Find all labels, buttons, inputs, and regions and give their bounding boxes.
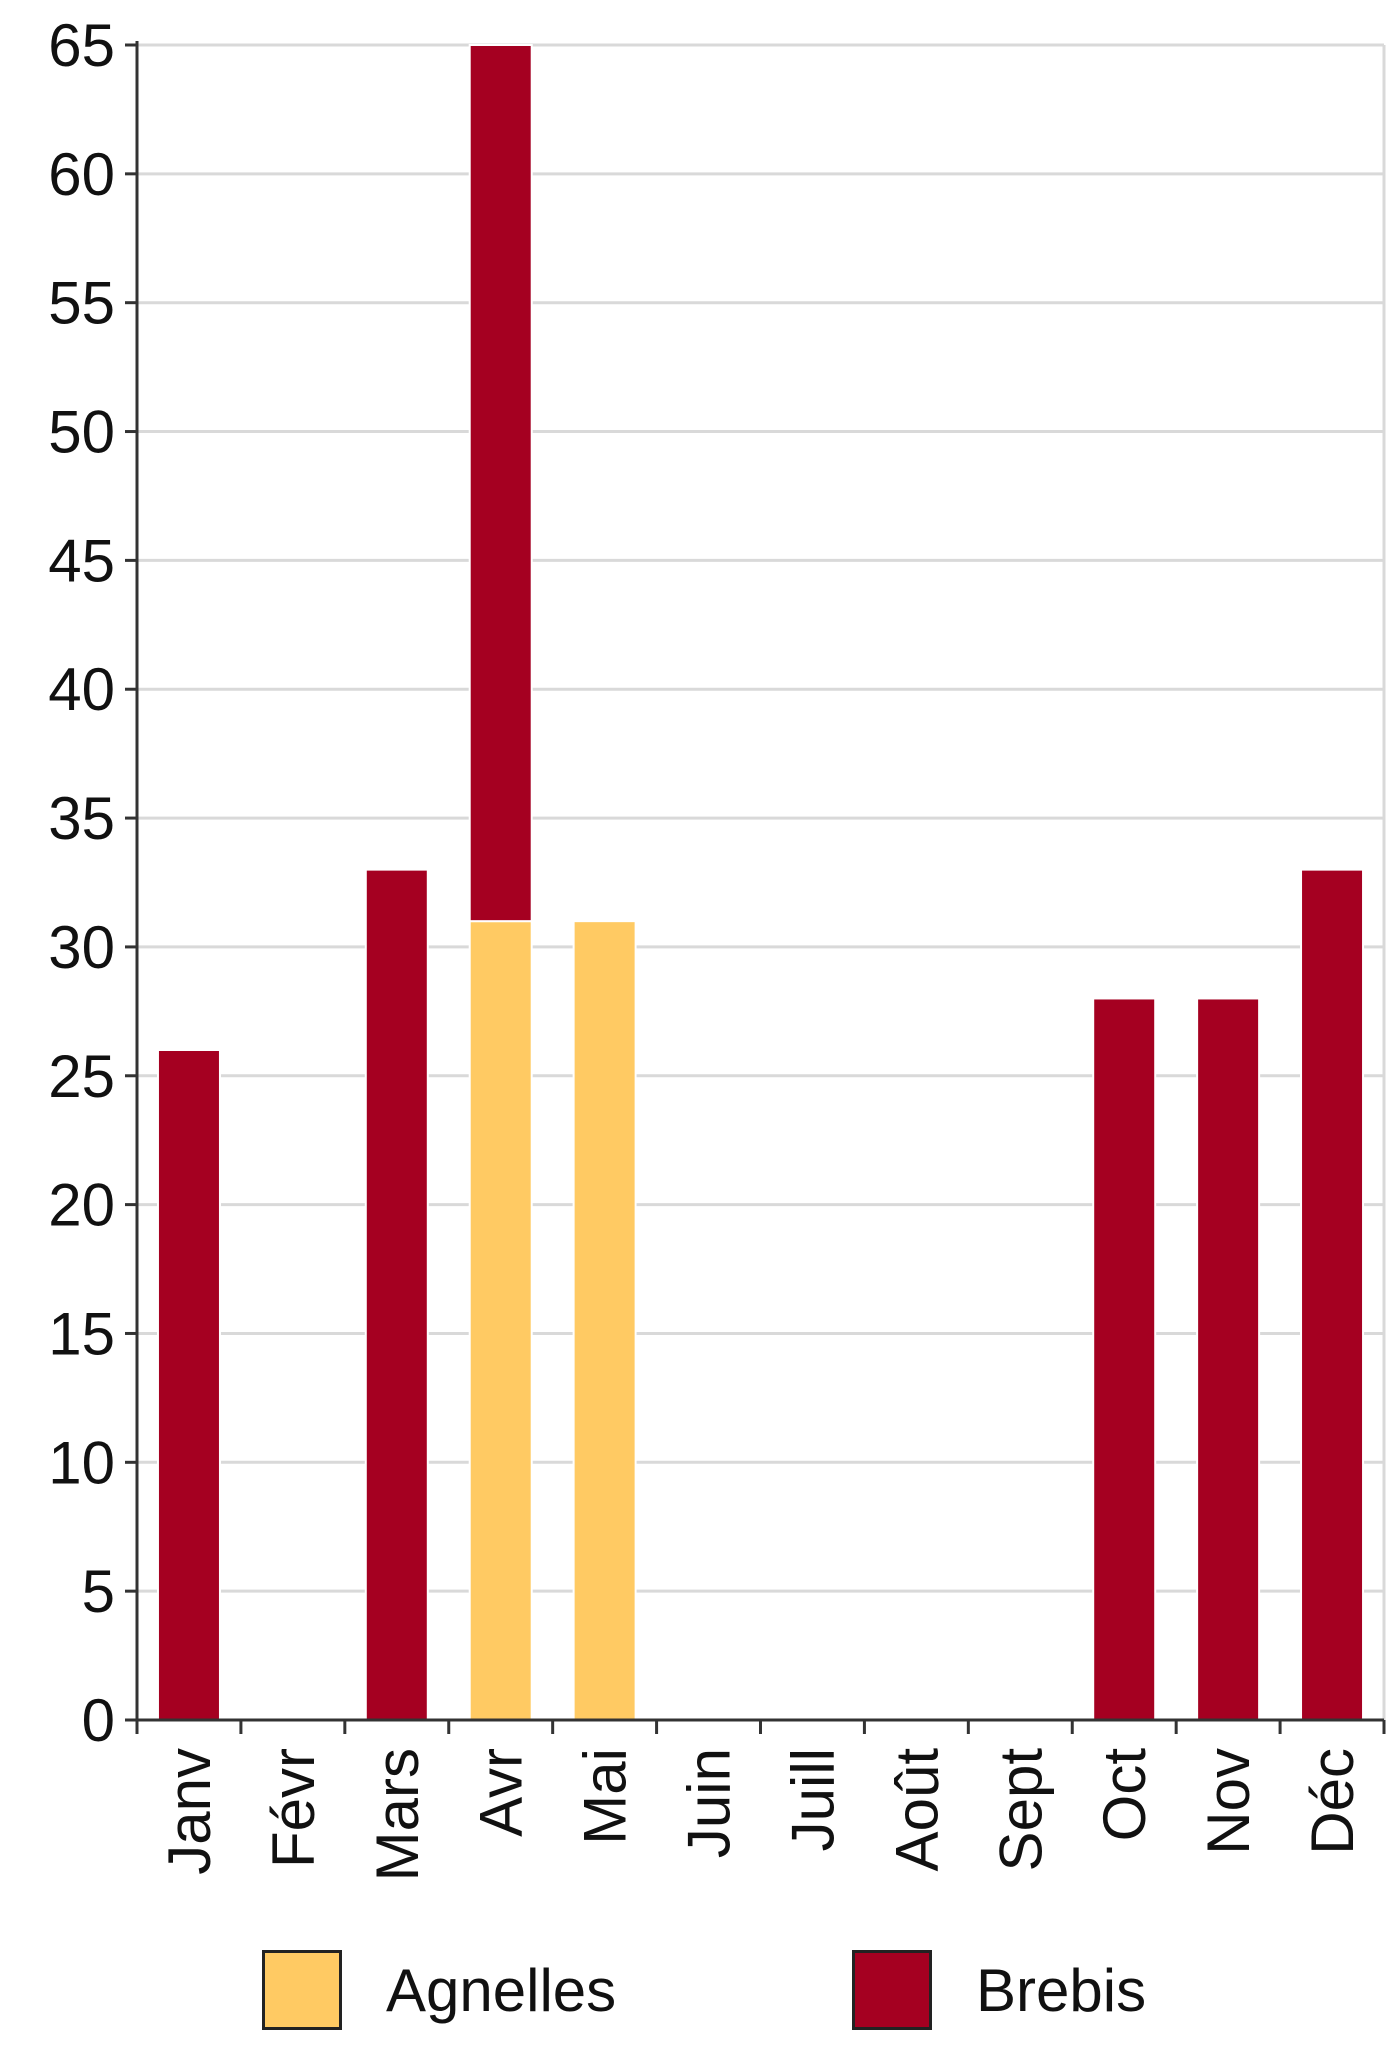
x-tick-label: Juin <box>676 1748 743 1858</box>
legend-item-agnelles: Agnelles <box>262 1945 616 2035</box>
x-tick-label: Mai <box>572 1748 639 1845</box>
legend-label-agnelles: Agnelles <box>386 1956 617 2024</box>
bar-brebis-nov <box>1196 997 1261 1721</box>
bar-brebis-mars <box>364 868 429 1721</box>
y-tick-label: 35 <box>48 785 115 852</box>
x-tick-label: Août <box>883 1748 950 1872</box>
y-tick-label: 40 <box>48 656 115 723</box>
legend-item-brebis: Brebis <box>852 1945 1146 2035</box>
bar-brebis-oct <box>1092 997 1157 1721</box>
x-tick-label: Avr <box>468 1748 535 1837</box>
x-tick-label: Mars <box>364 1748 431 1881</box>
y-tick-label: 15 <box>48 1300 115 1367</box>
x-tick-label: Déc <box>1299 1748 1366 1855</box>
y-tick-label: 5 <box>82 1558 115 1625</box>
legend-label-brebis: Brebis <box>976 1956 1147 2024</box>
y-tick-label: 25 <box>48 1043 115 1110</box>
bar-brebis-janv <box>156 1049 221 1721</box>
x-tick-labels: Janv Févr Mars Avr Mai Juin Juill Août Sept Oct No… <box>156 1748 1366 1882</box>
legend-swatch-agnelles <box>262 1950 342 2030</box>
x-tick-label: Oct <box>1091 1748 1158 1842</box>
y-tick-label: 45 <box>48 527 115 594</box>
y-tick-label: 0 <box>82 1687 115 1754</box>
y-tick-label: 55 <box>48 270 115 337</box>
x-tick-label: Sept <box>987 1748 1054 1872</box>
y-tick-labels: 0 5 10 15 20 25 30 35 40 45 50 55 60 65 <box>48 12 115 1754</box>
y-tick-label: 50 <box>48 399 115 466</box>
y-tick-label: 65 <box>48 12 115 79</box>
y-tick-label: 60 <box>48 141 115 208</box>
x-tick-label: Juill <box>779 1748 846 1851</box>
bars <box>156 44 1365 1721</box>
bar-brebis-déc <box>1300 868 1365 1721</box>
bar-agnelles-mai <box>572 920 637 1721</box>
x-tick-label: Janv <box>156 1748 223 1875</box>
legend: Agnelles Brebis <box>0 1945 1398 2045</box>
bar-brebis-avr <box>468 44 533 923</box>
bar-agnelles-avr <box>468 920 533 1721</box>
x-tick-label: Nov <box>1195 1748 1262 1855</box>
bar-chart: 0 5 10 15 20 25 30 35 40 45 50 55 60 65 Janv Févr Mars A… <box>48 12 1386 1882</box>
y-tick-label: 20 <box>48 1172 115 1239</box>
legend-swatch-brebis <box>852 1950 932 2030</box>
gridlines <box>137 43 1386 1720</box>
y-tick-label: 10 <box>48 1429 115 1496</box>
axes <box>125 41 1386 1734</box>
x-tick-label: Févr <box>260 1748 327 1868</box>
y-tick-label: 30 <box>48 914 115 981</box>
